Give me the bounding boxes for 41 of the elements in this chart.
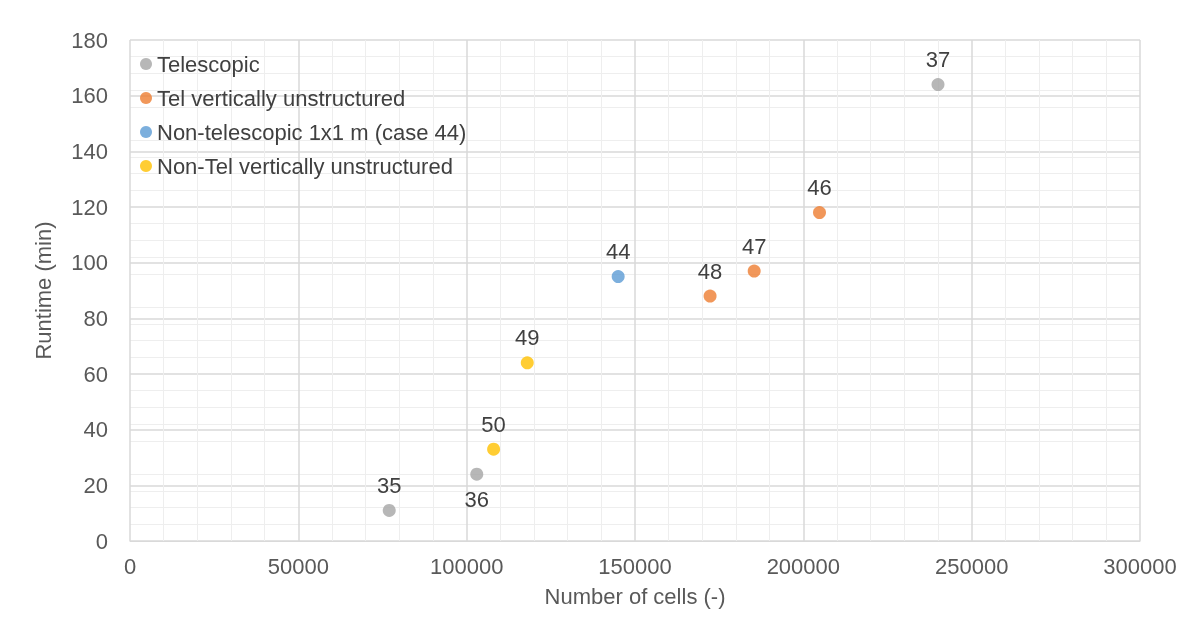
annotation: 44 [605, 239, 631, 265]
legend-label: Non-Tel vertically unstructured [157, 153, 453, 179]
legend-label: Tel vertically unstructured [157, 85, 406, 111]
y-tick-label: 120 [71, 194, 108, 220]
annotation: 37 [925, 47, 951, 73]
x-tick-label: 150000 [598, 553, 672, 579]
point [931, 78, 945, 92]
annotation: 47 [741, 233, 767, 259]
x-axis-title: Number of cells (-) [544, 583, 726, 609]
point [703, 289, 717, 303]
legend-label: Non-telescopic 1x1 m (case 44) [157, 119, 467, 145]
y-tick-label: 180 [71, 27, 108, 53]
y-tick-label: 60 [83, 361, 108, 387]
annotation: 36 [464, 486, 490, 512]
point [470, 467, 484, 481]
x-tick-label: 200000 [766, 553, 841, 579]
x-tick-label: 300000 [1103, 553, 1177, 579]
x-tick-label: 250000 [934, 553, 1009, 579]
annotation: 50 [481, 411, 506, 437]
y-tick-label: 80 [83, 305, 108, 331]
x-tick-label: 100000 [429, 553, 504, 579]
y-tick-label: 0 [95, 528, 108, 554]
y-tick-label: 100 [71, 250, 108, 276]
y-tick-label: 40 [83, 417, 108, 443]
point [520, 356, 534, 370]
annotation: 35 [376, 472, 402, 498]
annotation: 49 [515, 325, 540, 351]
annotation: 46 [807, 175, 832, 201]
point [487, 442, 501, 456]
x-tick-label: 0 [123, 553, 137, 579]
y-tick-label: 140 [71, 138, 108, 164]
x-tick-label: 50000 [267, 553, 329, 579]
point [611, 270, 625, 284]
point [382, 503, 396, 517]
y-tick-label: 20 [83, 472, 108, 498]
point [813, 206, 826, 220]
y-axis-title: Runtime (min) [30, 221, 56, 360]
annotation: 48 [697, 258, 723, 284]
point [747, 264, 761, 278]
legend-label: Telescopic [157, 51, 260, 77]
y-tick-label: 160 [71, 83, 108, 109]
